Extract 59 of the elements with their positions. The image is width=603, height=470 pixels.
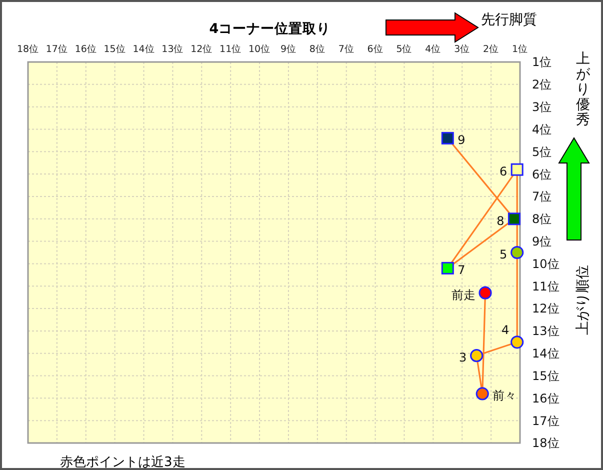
y-tick-label: 12位	[532, 302, 560, 316]
point	[478, 286, 492, 300]
y-tick-label: 9位	[532, 234, 552, 248]
y-tick-label: 8位	[532, 212, 552, 226]
annotation: 5	[499, 248, 508, 262]
x-tick-label: 12位	[190, 43, 213, 55]
point	[510, 246, 524, 260]
annotation: 前々	[492, 388, 516, 403]
x-tick-label: 3位	[454, 43, 470, 55]
point	[441, 262, 454, 274]
point	[510, 163, 524, 176]
point	[508, 212, 520, 226]
y-tick-label: 18位	[532, 436, 560, 450]
y-tick-label: 6位	[532, 167, 552, 182]
y-tick-label: 14位	[532, 346, 560, 361]
x-tick-label: 5位	[396, 43, 412, 55]
annotation: 9	[458, 133, 466, 148]
y-tick-label: 5位	[532, 144, 552, 159]
x-tick-label: 14位	[132, 43, 155, 55]
point	[510, 336, 524, 349]
x-tick-label: 16位	[74, 43, 97, 55]
annotation: 8	[496, 214, 504, 228]
y-tick-label: 15位	[532, 368, 560, 383]
annotation: 4	[501, 323, 510, 338]
annotation: 前走	[451, 288, 476, 302]
y-tick-label: 17位	[532, 414, 560, 428]
y-tick-label: 3位	[532, 100, 552, 114]
y-tick-label: 4位	[532, 122, 552, 136]
annotation: 3	[458, 350, 467, 365]
x-tick-label: 7位	[338, 43, 354, 55]
y-tick-label: 10位	[532, 256, 560, 271]
x-tick-label: 8位	[309, 43, 326, 55]
x-axis-title: 4コーナー位置取り	[209, 21, 331, 37]
y-tick-label: 11位	[532, 279, 560, 294]
annotation: 6	[499, 164, 508, 179]
annotation: 7	[458, 263, 466, 278]
x-tick-label: 1位	[512, 43, 528, 55]
text: 上がり優秀	[576, 51, 591, 128]
x-tick-label: 6位	[367, 43, 384, 55]
y-tick-label: 16位	[532, 391, 560, 406]
x-tick-label: 11位	[220, 43, 242, 55]
x-tick-label: 9位	[280, 43, 296, 55]
text: 先行脚質	[481, 12, 537, 28]
x-tick-label: 13位	[162, 43, 184, 55]
y-tick-label: 7位	[532, 190, 552, 204]
x-tick-label: 2位	[483, 43, 500, 55]
point	[470, 349, 484, 362]
x-tick-label: 4位	[425, 43, 442, 55]
point	[441, 132, 454, 144]
point	[476, 387, 489, 400]
x-tick-label: 17位	[46, 43, 68, 55]
x-tick-label: 10位	[248, 43, 271, 55]
y-tick-label: 13位	[532, 324, 560, 338]
y-tick-label: 1位	[532, 55, 552, 70]
x-tick-label: 18位	[16, 43, 40, 55]
x-tick-label: 15位	[104, 43, 126, 55]
y-axis-title: 上がり順位	[575, 265, 591, 335]
text: 赤色ポイントは近3走	[60, 455, 186, 470]
y-tick-label: 2位	[532, 78, 552, 92]
